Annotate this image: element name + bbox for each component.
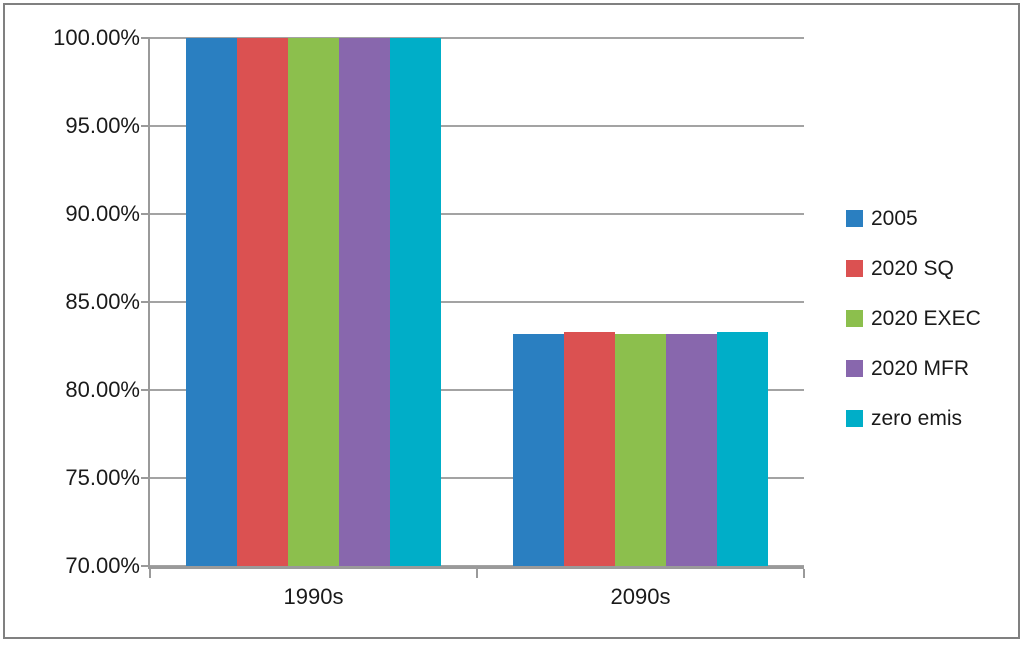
y-axis-tick-85 bbox=[141, 301, 150, 303]
y-axis-tick-80 bbox=[141, 389, 150, 391]
y-axis-line bbox=[148, 38, 150, 568]
x-category-label-2090s: 2090s bbox=[610, 584, 671, 609]
x-axis-tick-2 bbox=[803, 569, 805, 578]
y-tick-label-75: 75.00% bbox=[65, 465, 140, 490]
gridline-90 bbox=[150, 213, 804, 215]
legend-swatch-zero-emis bbox=[846, 410, 863, 427]
bar-1990s-2020-sq bbox=[237, 38, 288, 566]
x-axis-tick-0 bbox=[149, 569, 151, 578]
y-tick-label-80: 80.00% bbox=[65, 377, 140, 402]
y-axis-tick-90 bbox=[141, 213, 150, 215]
x-category-label-1990s: 1990s bbox=[283, 584, 344, 609]
bar-2090s-2020-exec bbox=[615, 333, 666, 566]
legend-label: 2020 SQ bbox=[871, 256, 954, 280]
legend-entry-2020-sq: 2020 SQ bbox=[846, 257, 981, 280]
y-axis-tick-95 bbox=[141, 125, 150, 127]
bar-2090s-zero-emis bbox=[717, 331, 768, 566]
legend-swatch-2005 bbox=[846, 210, 863, 227]
gridline-100 bbox=[150, 37, 804, 39]
x-axis-line bbox=[148, 566, 804, 569]
legend-entry-2020-exec: 2020 EXEC bbox=[846, 307, 981, 330]
bar-2090s-2020-sq bbox=[564, 331, 615, 566]
x-axis-tick-1 bbox=[476, 569, 478, 578]
bar-1990s-2005 bbox=[186, 38, 237, 566]
bar-2090s-2005 bbox=[513, 333, 564, 566]
legend-entry-2020-mfr: 2020 MFR bbox=[846, 357, 981, 380]
bar-1990s-2020-mfr bbox=[339, 38, 390, 566]
legend-swatch-2020-mfr bbox=[846, 360, 863, 377]
gridline-95 bbox=[150, 125, 804, 127]
y-axis-tick-70 bbox=[141, 565, 150, 567]
legend-label: 2005 bbox=[871, 206, 918, 230]
legend-label: zero emis bbox=[871, 406, 963, 430]
y-tick-label-90: 90.00% bbox=[65, 201, 140, 226]
y-tick-label-70: 70.00% bbox=[65, 553, 140, 578]
legend-label: 2020 MFR bbox=[871, 356, 970, 380]
bar-1990s-zero-emis bbox=[390, 38, 441, 566]
y-axis-tick-100 bbox=[141, 37, 150, 39]
gridline-80 bbox=[150, 389, 804, 391]
legend-swatch-2020-exec bbox=[846, 310, 863, 327]
legend: 2005 2020 SQ 2020 EXEC 2020 MFR zero emis bbox=[846, 207, 981, 430]
legend-entry-2005: 2005 bbox=[846, 207, 981, 230]
legend-swatch-2020-sq bbox=[846, 260, 863, 277]
bar-2090s-2020-mfr bbox=[666, 333, 717, 566]
y-tick-label-95: 95.00% bbox=[65, 113, 140, 138]
y-tick-label-85: 85.00% bbox=[65, 289, 140, 314]
gridline-75 bbox=[150, 477, 804, 479]
y-axis-tick-75 bbox=[141, 477, 150, 479]
y-tick-label-100: 100.00% bbox=[53, 25, 140, 50]
legend-label: 2020 EXEC bbox=[871, 306, 981, 330]
bar-1990s-2020-exec bbox=[288, 38, 339, 566]
legend-entry-zero-emis: zero emis bbox=[846, 407, 981, 430]
gridline-85 bbox=[150, 301, 804, 303]
